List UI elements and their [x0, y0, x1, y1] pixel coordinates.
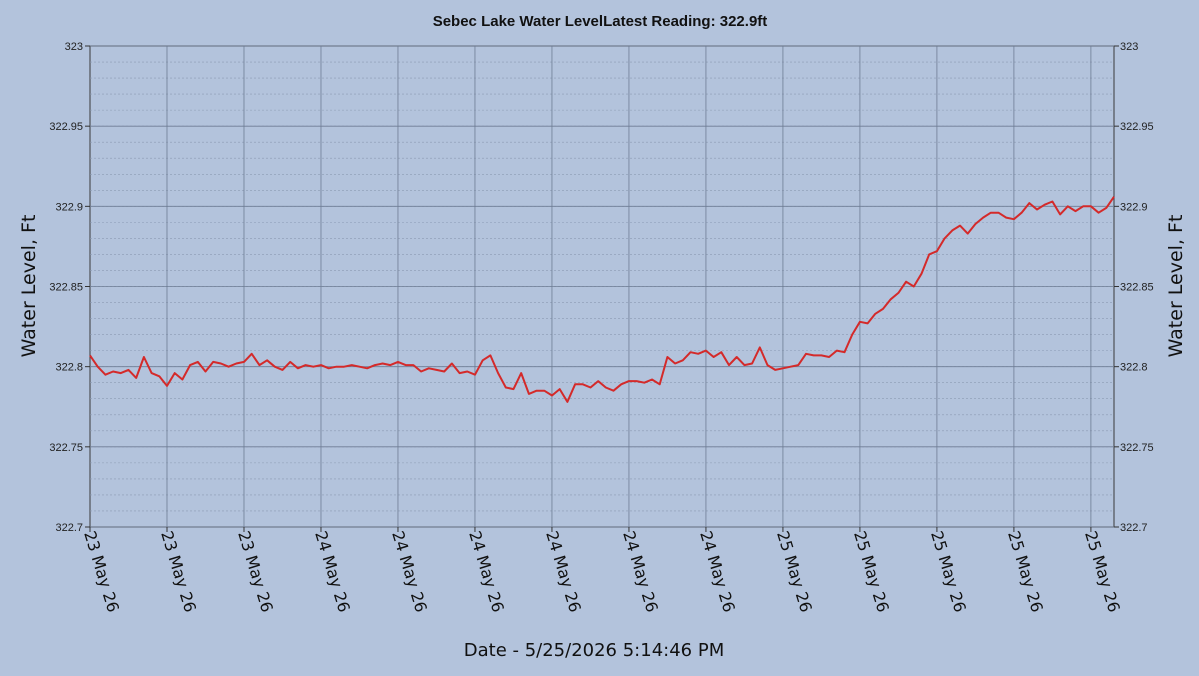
y-tick-label-left: 322.8: [55, 362, 83, 374]
right-y-axis: 323 322.95 322.9 322.85 322.8 322.75 322.7: [1114, 41, 1154, 534]
chart-title: Sebec Lake Water LevelLatest Reading: 32…: [433, 13, 768, 30]
y-tick-label-left: 322.95: [49, 121, 83, 133]
x-axis-label: Date - 5/25/2026 5:14:46 PM: [464, 640, 724, 661]
y-tick-label-left: 323: [65, 41, 83, 53]
y-tick-label-right: 322.75: [1120, 442, 1154, 454]
y-tick-label-right: 322.8: [1120, 362, 1148, 374]
water-level-line: [89, 196, 1115, 403]
y-axis-label-right: Water Level, Ft: [1165, 215, 1187, 358]
y-tick-label-right: 322.85: [1120, 282, 1154, 294]
y-tick-label-left: 322.85: [49, 282, 83, 294]
major-gridlines: [90, 45, 1114, 528]
y-tick-label-left: 322.9: [55, 201, 83, 213]
y-tick-label-right: 322.95: [1120, 121, 1154, 133]
y-tick-label-left: 322.75: [49, 442, 83, 454]
y-tick-label-right: 322.9: [1120, 201, 1148, 213]
y-tick-label-right: 323: [1120, 41, 1138, 53]
y-tick-label-right: 322.7: [1120, 522, 1148, 534]
left-y-axis: 323 322.95 322.9 322.85 322.8 322.75 322.7: [49, 41, 90, 534]
y-axis-label-left: Water Level, Ft: [18, 215, 40, 358]
y-tick-label-left: 322.7: [55, 522, 83, 534]
